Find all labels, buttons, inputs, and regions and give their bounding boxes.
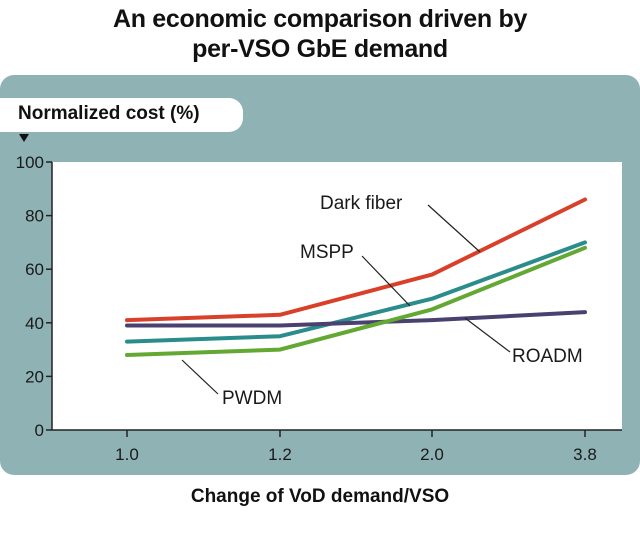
- y-axis-label-box: [0, 98, 243, 132]
- annotation-roadm: ROADM: [512, 346, 583, 367]
- y-tick-label: 40: [25, 314, 44, 333]
- y-tick-label: 100: [16, 153, 44, 172]
- series-line-dark-fiber: [125, 197, 587, 323]
- leader-mspp: [361, 255, 411, 307]
- plot-area: [52, 162, 622, 430]
- annotation-mspp: MSPP: [300, 242, 354, 263]
- y-tick-label: 20: [25, 367, 44, 386]
- annotation-pwdm: PWDM: [222, 388, 282, 409]
- chart-title-line-1: An economic comparison driven by: [112, 5, 528, 33]
- series-line-mspp: [125, 240, 587, 344]
- leader-pwdm: [181, 359, 219, 395]
- series-line-pwdm: [125, 245, 587, 357]
- x-axis-label: Change of VoD demand/VSO: [190, 486, 450, 507]
- y-axis-arrow-icon: [19, 134, 29, 142]
- x-ticks: 1.0 1.2 2.0 3.8: [115, 430, 597, 464]
- x-tick-label: 2.0: [420, 445, 444, 464]
- annotation-dark-fiber: Dark fiber: [320, 193, 403, 214]
- y-ticks: 0 20 40 60 80 100: [16, 153, 52, 440]
- series-line-roadm: [125, 310, 587, 328]
- x-tick-label: 3.8: [573, 445, 597, 464]
- chart-title: An economic comparison driven by per-VSO…: [0, 4, 640, 64]
- x-tick-label: 1.2: [268, 445, 292, 464]
- series-lines: [125, 197, 587, 357]
- y-tick-label: 60: [25, 260, 44, 279]
- leader-roadm: [464, 317, 511, 353]
- y-tick-label: 0: [35, 421, 44, 440]
- chart-title-line-2: per-VSO GbE demand: [192, 35, 448, 63]
- y-axis-label: Normalized cost (%): [18, 103, 200, 124]
- y-tick-label: 80: [25, 207, 44, 226]
- x-tick-label: 1.0: [115, 445, 139, 464]
- leader-dark-fiber: [427, 204, 481, 253]
